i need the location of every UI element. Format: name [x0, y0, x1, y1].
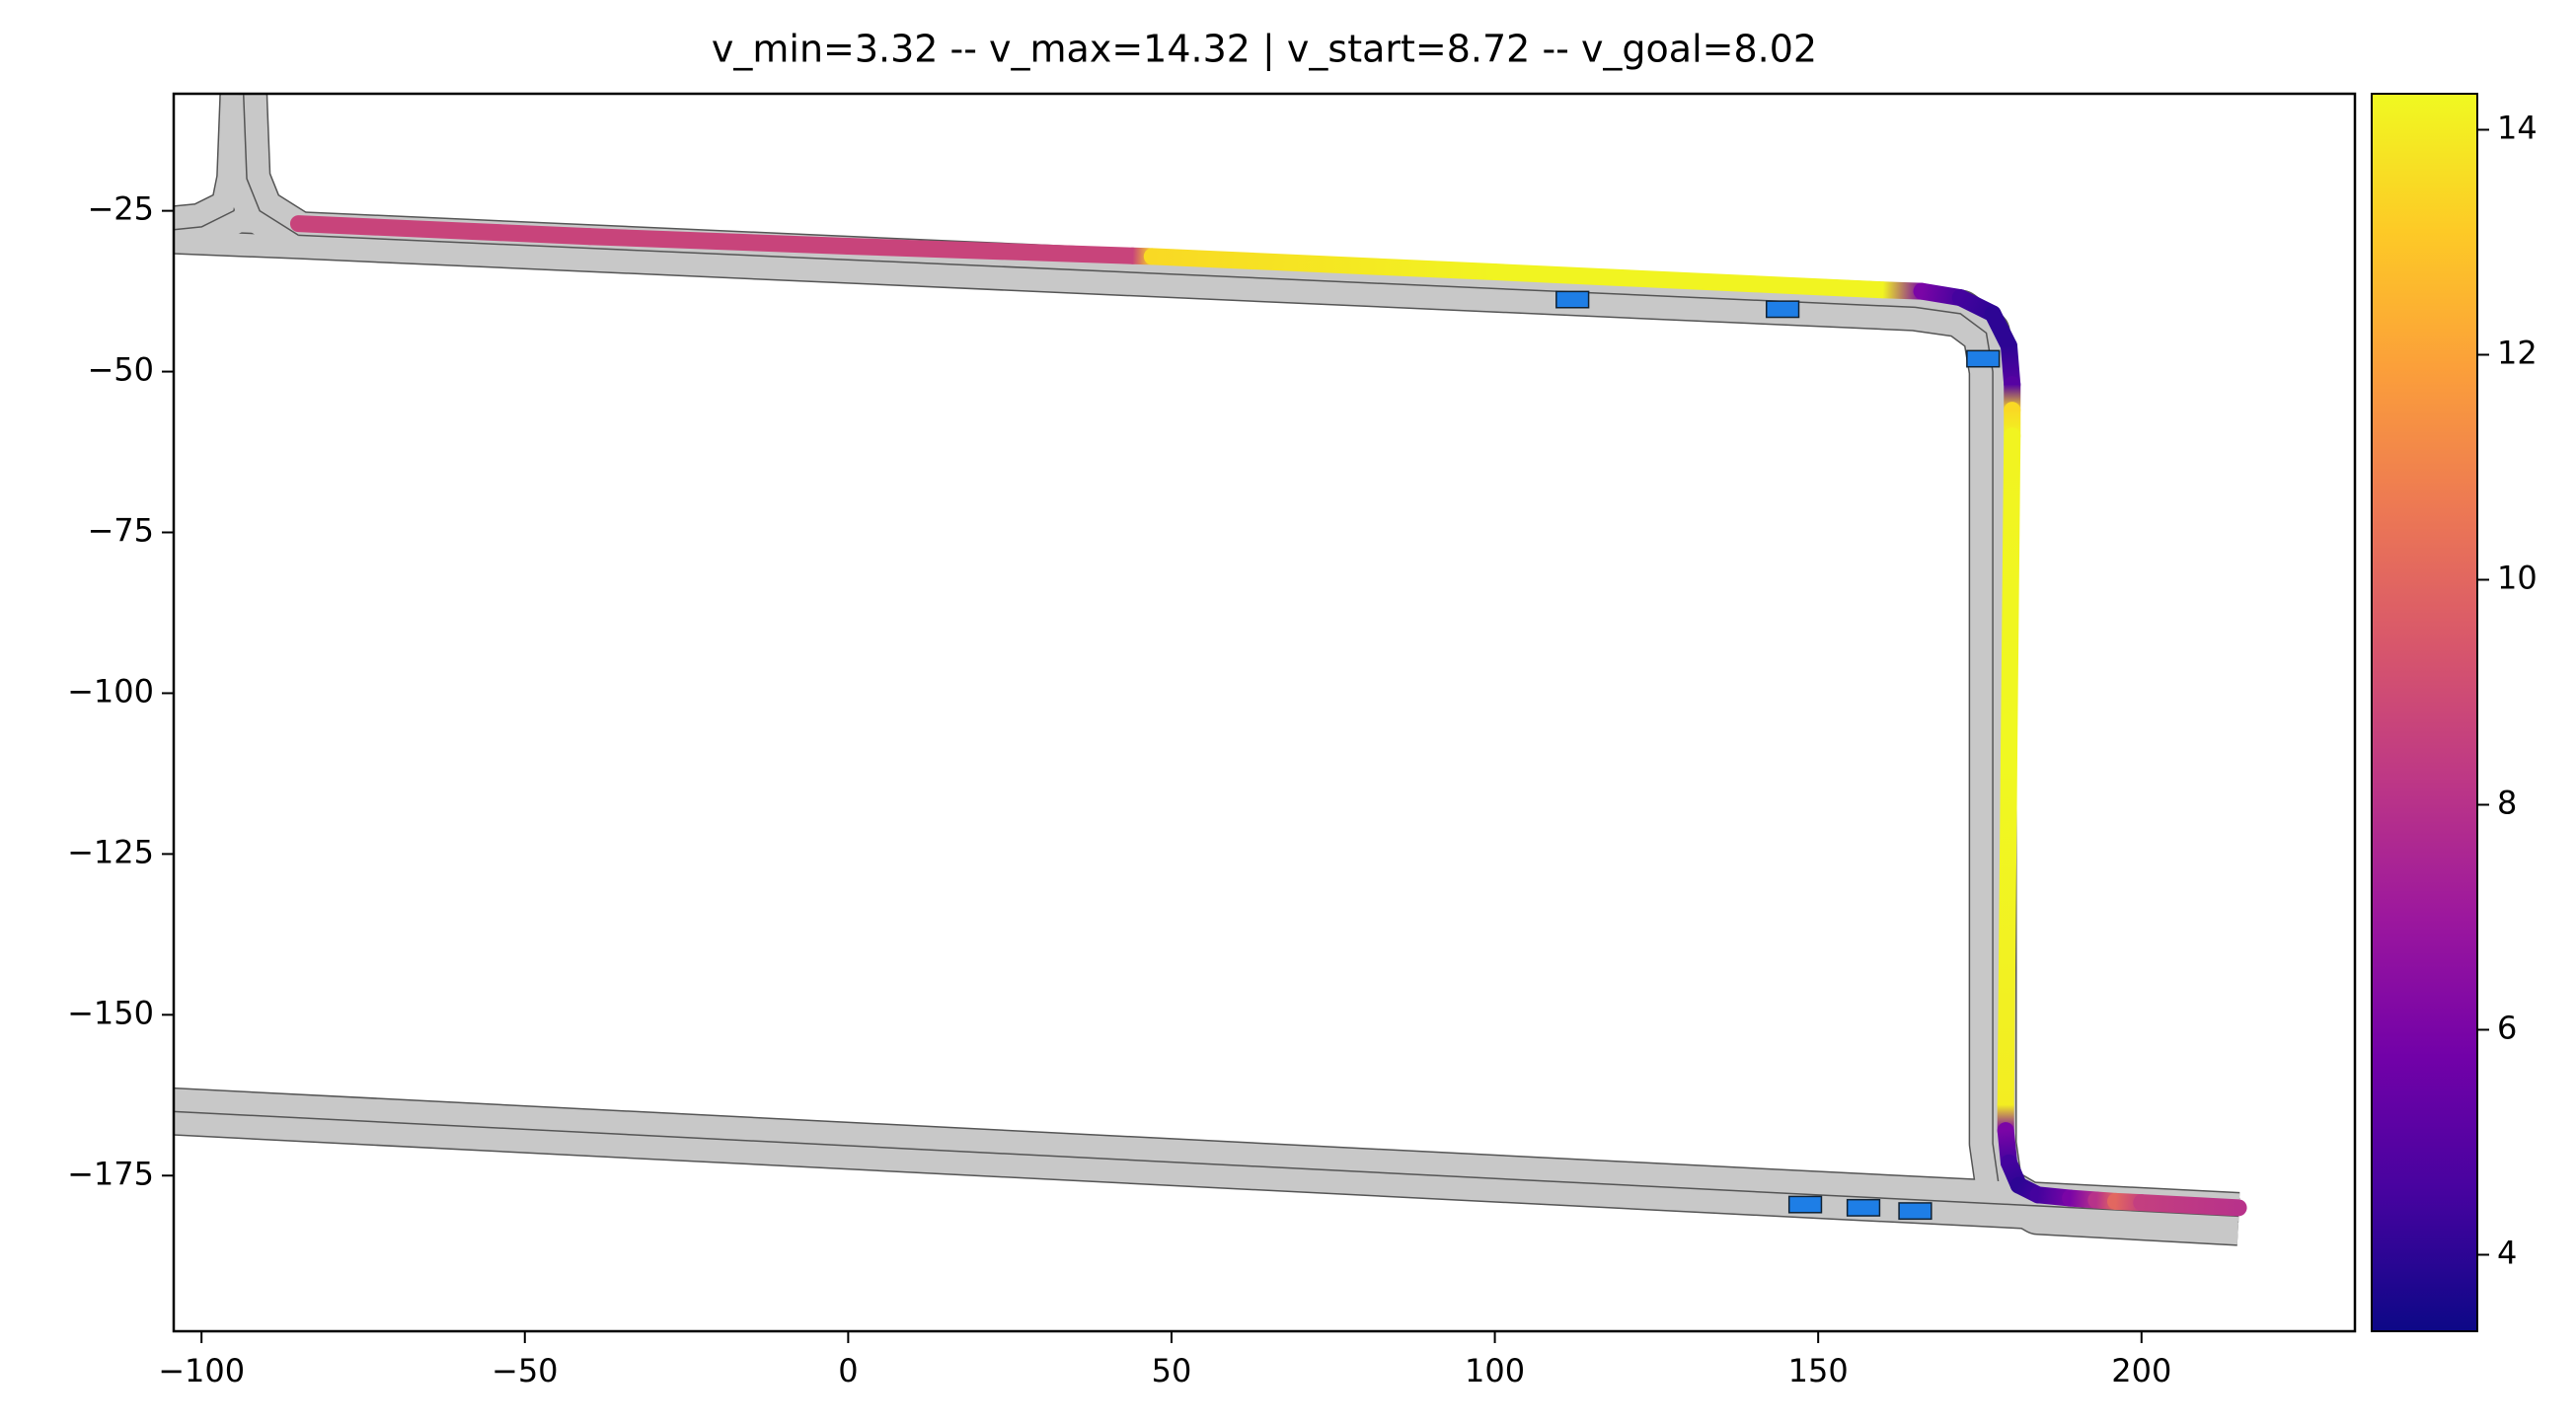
- x-tick-label: −100: [158, 1352, 245, 1389]
- chart-title: v_min=3.32 -- v_max=14.32 | v_start=8.72…: [712, 28, 1817, 72]
- colorbar-tick-label: 8: [2497, 784, 2517, 821]
- trajectory-segment: [2000, 427, 2021, 767]
- vehicle: [1766, 300, 1800, 319]
- road: [174, 207, 2240, 1245]
- trajectory-segment: [839, 237, 1142, 264]
- vehicle: [1966, 349, 2001, 368]
- lane-line: [174, 1110, 2239, 1218]
- trajectory-segment: [1143, 248, 1504, 281]
- lane-line: [243, 95, 299, 237]
- y-tick-label: −175: [67, 1155, 154, 1192]
- y-tick-label: −50: [87, 351, 154, 389]
- lane-line: [174, 229, 2239, 1223]
- y-tick-label: −125: [67, 833, 154, 870]
- trajectory-segment: [289, 215, 598, 246]
- x-tick-label: 150: [1788, 1352, 1849, 1389]
- y-tick-label: −75: [87, 512, 154, 550]
- colorbar-tick-label: 12: [2497, 334, 2538, 371]
- y-tick-label: −150: [67, 994, 154, 1031]
- colorbar-tick-label: 6: [2497, 1009, 2517, 1046]
- trajectory-segment: [1486, 263, 1892, 299]
- x-tick-label: 100: [1465, 1352, 1525, 1389]
- vehicle: [1846, 1198, 1881, 1217]
- trajectory-segment: [2133, 1194, 2247, 1217]
- x-tick-label: 0: [838, 1352, 858, 1389]
- trajectory-segment: [580, 228, 857, 255]
- vehicle: [1555, 290, 1590, 309]
- plot-area: [174, 94, 2247, 1246]
- vehicle: [1898, 1202, 1932, 1221]
- x-tick-label: 200: [2111, 1352, 2171, 1389]
- y-tick-label: −25: [87, 190, 154, 228]
- x-tick-label: 50: [1152, 1352, 1192, 1389]
- x-tick-label: −50: [492, 1352, 559, 1389]
- colorbar: [2371, 93, 2478, 1332]
- colorbar-tick-label: 4: [2497, 1234, 2517, 1271]
- y-tick-label: −100: [67, 672, 154, 710]
- plot-frame: [172, 92, 2357, 1333]
- colorbar-tick-label: 14: [2497, 109, 2538, 146]
- colorbar-tick-label: 10: [2497, 559, 2538, 596]
- road: [220, 94, 311, 255]
- road-edge: [174, 205, 2240, 1246]
- trajectory-segment: [1997, 749, 2017, 1114]
- vehicle: [1787, 1195, 1823, 1214]
